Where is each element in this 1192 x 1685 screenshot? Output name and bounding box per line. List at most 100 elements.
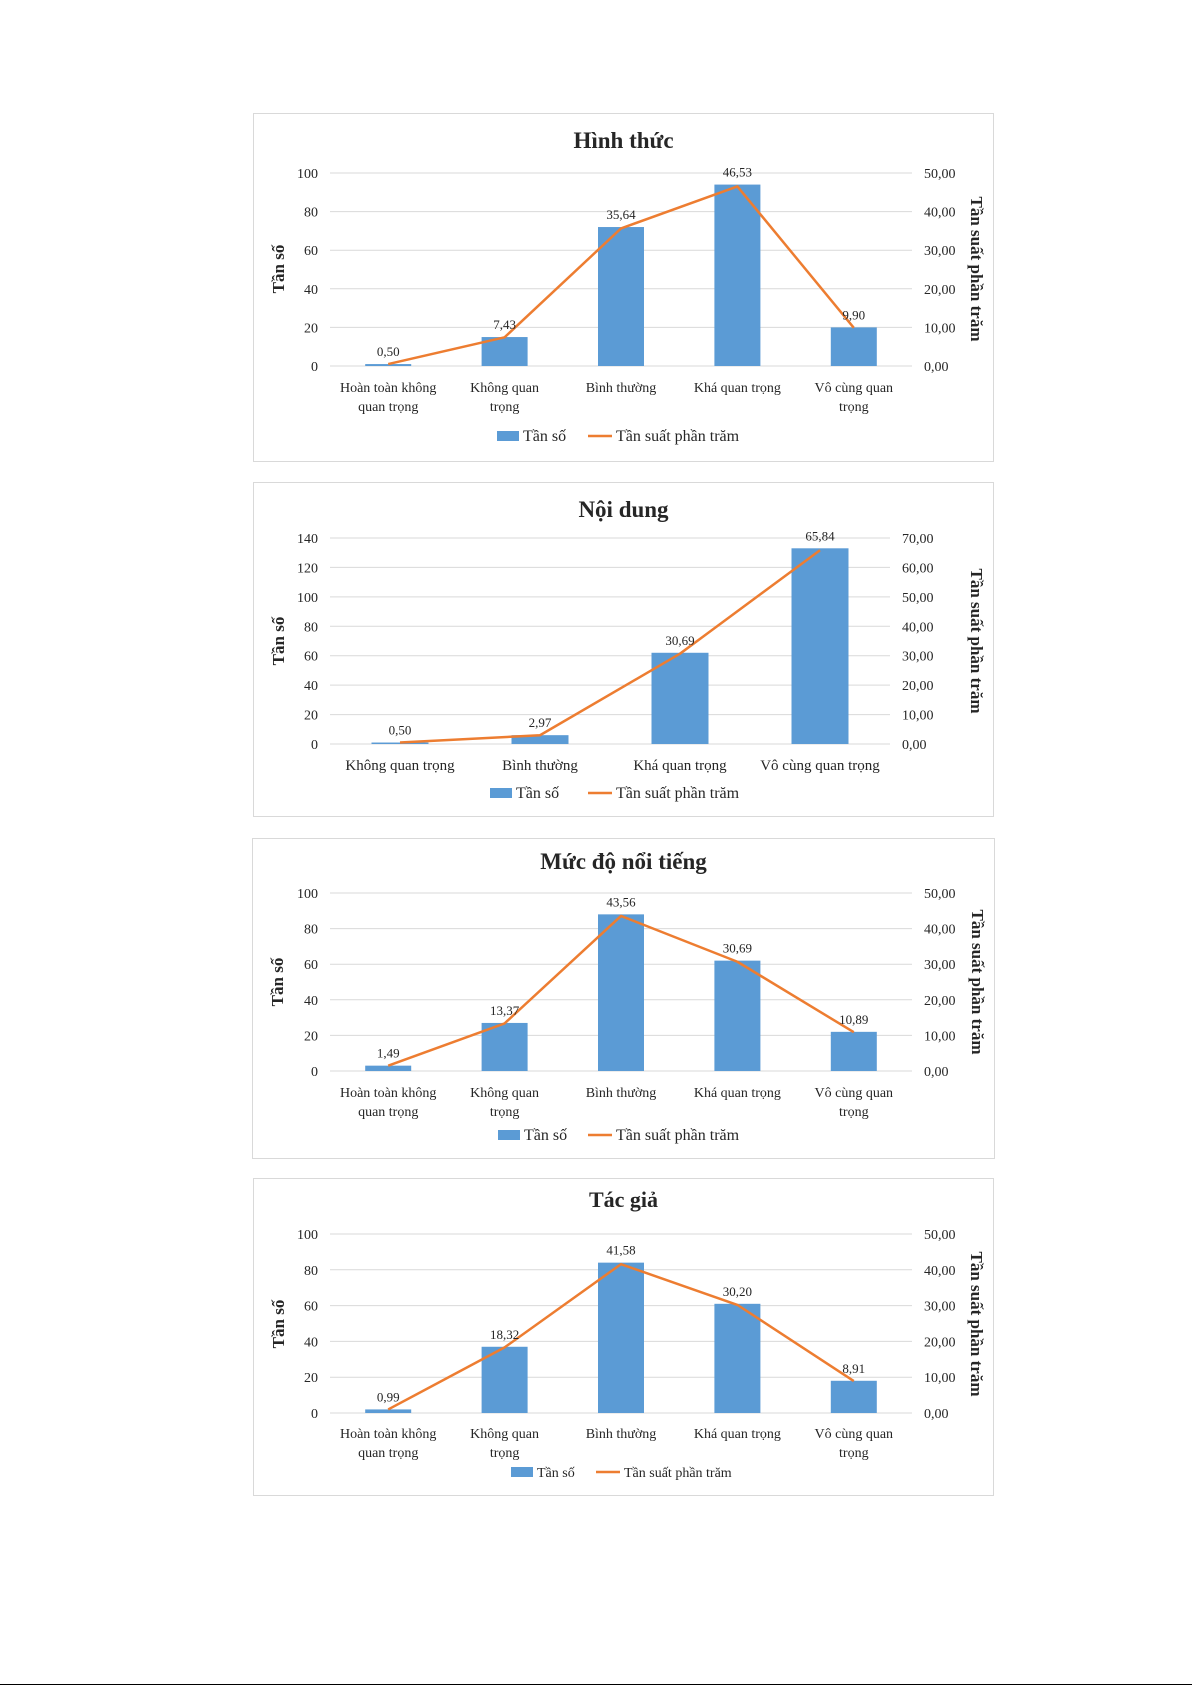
legend-label-line: Tần suất phần trăm <box>624 1466 732 1481</box>
data-label: 0,99 <box>377 1389 400 1404</box>
chart-muc-do-noi-tieng: Mức độ nổi tiếng 0 0,00 20 10,00 40 20,00 60 30,… <box>268 849 987 1144</box>
y-tick-label: 40 <box>304 679 318 694</box>
y-tick-label: 20 <box>304 1029 318 1044</box>
y2-tick-label: 0,00 <box>924 1065 949 1080</box>
legend-label-line: Tần suất phần trăm <box>616 428 740 445</box>
y2-tick-label: 50,00 <box>902 591 934 606</box>
y2-tick-label: 40,00 <box>924 923 956 938</box>
x-tick-label: Không quan <box>470 1086 539 1101</box>
bar <box>511 735 569 744</box>
y-tick-label: 40 <box>304 994 318 1009</box>
y-tick-label: 20 <box>304 1371 318 1386</box>
y-axis-title: Tần số <box>269 616 288 665</box>
y2-tick-label: 70,00 <box>902 532 934 547</box>
chart-hinh-thuc: Hình thức 0 0,00 20 10,00 40 20,00 60 30,00 80 40,… <box>269 128 986 445</box>
x-tick-label: Bình thường <box>586 1086 657 1101</box>
y2-tick-label: 30,00 <box>924 958 956 973</box>
legend-label-line: Tần suất phần trăm <box>616 785 740 802</box>
x-tick-label: trọng <box>839 1446 869 1461</box>
legend-swatch-bar <box>490 788 512 798</box>
bar <box>830 1031 877 1071</box>
y2-tick-label: 10,00 <box>924 1371 956 1386</box>
x-tick-label: Khá quan trọng <box>694 381 781 396</box>
y2-axis-title: Tần suất phần trăm <box>967 1251 986 1396</box>
y2-tick-label: 30,00 <box>902 650 934 665</box>
y-tick-label: 100 <box>297 887 318 902</box>
y-tick-label: 40 <box>304 283 318 298</box>
chart-title: Hình thức <box>573 128 673 153</box>
data-label: 46,53 <box>723 165 752 180</box>
y-tick-label: 100 <box>297 167 318 182</box>
y2-tick-label: 40,00 <box>902 620 934 635</box>
x-tick-label: quan trọng <box>358 1105 418 1120</box>
chart-panel-hinh-thuc: Hình thức 0 0,00 20 10,00 40 20,00 60 30,00 80 40,… <box>253 113 994 462</box>
chart-tac-gia: Tác giả 0 0,00 20 10,00 40 20,00 60 30,00 80 40,00… <box>269 1187 986 1481</box>
legend-swatch-bar <box>497 431 519 441</box>
y2-tick-label: 50,00 <box>924 887 956 902</box>
line-series <box>399 549 821 744</box>
data-label: 7,43 <box>493 317 516 332</box>
x-tick-label: Hoàn toàn không <box>340 381 436 396</box>
chart-panel-noi-dung: Nội dung 0 0,00 20 10,00 40 20,00 60 30,00 80 40,0… <box>253 482 994 817</box>
x-tick-label: trọng <box>839 400 869 415</box>
x-tick-label: trọng <box>839 1105 869 1120</box>
y2-tick-label: 0,00 <box>924 1407 949 1422</box>
y2-tick-label: 60,00 <box>902 561 934 576</box>
x-tick-label: Vô cùng quan trọng <box>760 758 880 774</box>
bar <box>651 652 709 744</box>
x-tick-label: trọng <box>490 400 520 415</box>
bar <box>371 742 429 744</box>
y-axis-title: Tần số <box>268 957 287 1006</box>
y-tick-label: 60 <box>304 958 318 973</box>
data-label: 30,69 <box>723 941 752 956</box>
y2-tick-label: 10,00 <box>924 1029 956 1044</box>
data-label: 43,56 <box>606 894 636 909</box>
y2-axis-title: Tần suất phần trăm <box>968 909 987 1054</box>
data-label: 65,84 <box>805 528 835 543</box>
bar <box>365 1065 412 1071</box>
bar <box>830 1380 877 1413</box>
data-label: 18,32 <box>490 1327 519 1342</box>
x-tick-label: trọng <box>490 1446 520 1461</box>
bar <box>714 1303 761 1413</box>
y-tick-label: 0 <box>311 360 318 375</box>
bar <box>481 1346 528 1413</box>
x-tick-label: Hoàn toàn không <box>340 1086 436 1101</box>
x-tick-label: Bình thường <box>586 1427 657 1442</box>
chart-panel-tac-gia: Tác giả 0 0,00 20 10,00 40 20,00 60 30,00 80 40,00… <box>253 1178 994 1496</box>
y-axis-title: Tần số <box>269 244 288 293</box>
chart-title: Nội dung <box>578 497 669 522</box>
x-tick-label: Khá quan trọng <box>694 1427 781 1442</box>
y-tick-label: 20 <box>304 709 318 724</box>
x-tick-label: Vô cùng quan <box>815 381 894 396</box>
legend-swatch-bar <box>511 1467 533 1477</box>
y-tick-label: 40 <box>304 1335 318 1350</box>
data-label: 8,91 <box>842 1361 865 1376</box>
y-tick-label: 100 <box>297 591 318 606</box>
data-label: 0,50 <box>389 723 412 738</box>
y2-tick-label: 0,00 <box>902 738 927 753</box>
data-label: 30,20 <box>723 1284 752 1299</box>
y2-tick-label: 40,00 <box>924 1264 956 1279</box>
y2-axis-title: Tần suất phần trăm <box>967 568 986 713</box>
bar <box>598 914 644 1071</box>
y2-axis-title: Tần suất phần trăm <box>967 196 986 341</box>
x-tick-label: quan trọng <box>358 1446 418 1461</box>
y-axis-title: Tần số <box>269 1299 288 1348</box>
y2-tick-label: 20,00 <box>924 1335 956 1350</box>
legend-label-bar: Tần số <box>523 428 566 445</box>
bar <box>598 227 644 366</box>
legend-label-bar: Tần số <box>524 1127 567 1144</box>
y2-tick-label: 0,00 <box>924 360 949 375</box>
y-tick-label: 80 <box>304 923 318 938</box>
x-tick-label: Khá quan trọng <box>633 758 727 774</box>
y2-tick-label: 10,00 <box>902 709 934 724</box>
line-series <box>387 185 855 366</box>
legend-swatch-bar <box>498 1130 520 1140</box>
x-tick-label: Hoàn toàn không <box>340 1427 436 1442</box>
bar <box>830 327 877 366</box>
x-tick-label: Không quan <box>470 381 539 396</box>
y2-tick-label: 30,00 <box>924 244 956 259</box>
y-tick-label: 0 <box>311 738 318 753</box>
data-label: 13,37 <box>490 1003 520 1018</box>
